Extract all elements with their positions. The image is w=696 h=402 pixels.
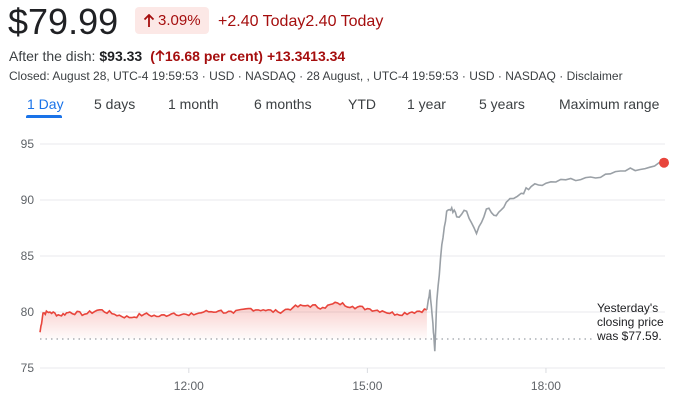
after-hours-abs-change: +13.3413.34 [266, 48, 346, 64]
closed-info: Closed: August 28, UTC-4 19:59:53 · USD … [9, 68, 623, 84]
tab-6-months[interactable]: 6 months [254, 96, 312, 112]
tab-maximum-range[interactable]: Maximum range [559, 96, 660, 112]
arrow-up-icon [143, 13, 155, 27]
tab-5-days[interactable]: 5 days [94, 96, 136, 112]
y-tick-label: 95 [21, 137, 35, 151]
after-hours-line: After the dish: $93.33 (16.68 per cent) +13… [9, 47, 345, 65]
tab-ytd[interactable]: YTD [348, 96, 376, 112]
paren-open: ( [150, 48, 155, 64]
x-tick-label: 15:00 [352, 379, 382, 393]
tab-5-years[interactable]: 5 years [479, 96, 525, 112]
today-change: +2.40 Today2.40 Today [218, 13, 384, 30]
y-axis-labels: 95 90 85 80 75 [21, 137, 35, 375]
closed-info-text: Closed: August 28, UTC-4 19:59:53 · USD … [9, 69, 567, 83]
previous-close-note: Yesterday's closing price was $77.59. [597, 301, 664, 343]
current-price: $79.99 [8, 1, 119, 42]
percent-change-value: 3.09% [158, 12, 201, 29]
y-tick-label: 90 [21, 193, 35, 207]
after-hours-label: After the dish: [9, 48, 96, 64]
arrow-up-icon [155, 49, 165, 61]
percent-change-badge: 3.09% [135, 7, 209, 34]
regular-session-line [39, 301, 428, 333]
tab-1-year[interactable]: 1 year [407, 96, 446, 112]
x-axis-labels: 12:00 15:00 18:00 [174, 368, 561, 393]
price-chart[interactable]: 95 90 85 80 75 12:00 15:00 18:00 [0, 128, 696, 402]
last-price-marker[interactable] [659, 157, 670, 168]
disclaimer-link[interactable]: Disclaimer [566, 69, 623, 83]
tab-1-month[interactable]: 1 month [168, 96, 219, 112]
x-tick-label: 18:00 [531, 379, 561, 393]
y-tick-label: 85 [21, 249, 35, 263]
x-tick-label: 12:00 [174, 379, 204, 393]
gridlines [40, 143, 665, 369]
tab-1-day[interactable]: 1 Day [27, 96, 64, 112]
y-tick-label: 80 [21, 305, 35, 319]
active-tab-indicator [26, 115, 62, 118]
after-hours-line-series [426, 161, 665, 352]
regular-session-area [40, 302, 427, 339]
after-hours-pct-value: 16.68 per cent) [164, 48, 263, 64]
y-tick-label: 75 [21, 361, 35, 375]
after-hours-price: $93.33 [99, 48, 143, 64]
after-hours-pct: (16.68 per cent) [150, 48, 263, 64]
